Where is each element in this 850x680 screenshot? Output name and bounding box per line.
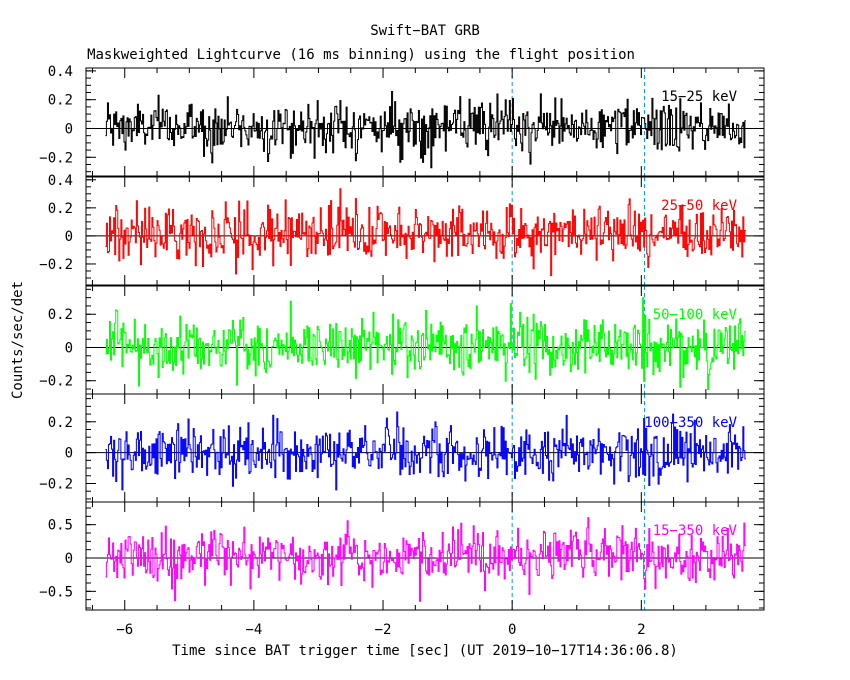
series-line (105, 517, 746, 602)
band-label: 100−350 keV (644, 415, 737, 431)
band-label: 15−350 keV (653, 523, 738, 539)
panel-2: −0.2 0 0.2 0.4 25−50 keV (39, 173, 765, 286)
y-tick-label: −0.2 (39, 374, 73, 390)
x-tick-label: 2 (637, 622, 645, 638)
series-line (105, 91, 746, 169)
panel-1: −0.2 0 0.2 0.4 15−25 keV (39, 64, 765, 177)
series-line (105, 297, 746, 390)
y-tick-label: 0 (65, 446, 73, 462)
y-tick-label: 0 (65, 551, 73, 567)
y-tick-label: 0.4 (48, 64, 73, 80)
band-label: 15−25 keV (661, 89, 737, 105)
y-tick-label: 0.4 (48, 173, 73, 189)
panel-frame (85, 176, 765, 286)
x-tick-label: −2 (375, 622, 392, 638)
y-tick-label: −0.2 (39, 150, 73, 166)
y-tick-label: 0.2 (48, 307, 73, 323)
y-tick-label: 0.2 (48, 201, 73, 217)
y-tick-label: −0.2 (39, 476, 73, 492)
x-tick-label: −4 (245, 622, 262, 638)
x-tick-label: 0 (508, 622, 516, 638)
y-tick-label: 0.5 (48, 518, 73, 534)
y-tick-label: −0.5 (39, 584, 73, 600)
chart-title: Swift−BAT GRB (370, 23, 480, 39)
panel-frame (85, 67, 765, 177)
panel-frame (85, 501, 765, 611)
y-tick-label: 0.2 (48, 415, 73, 431)
band-label: 25−50 keV (661, 198, 737, 214)
y-tick-label: 0 (65, 340, 73, 356)
panel-5: −0.5 0 0.5 15−350 keV (39, 501, 765, 611)
panels-group: −0.2 0 0.2 0.4 15−25 keV −0.2 0 0.2 0.4 25−50 keV… (39, 64, 765, 638)
series-line (105, 411, 746, 491)
panel-3: −0.2 0 0.2 50−100 keV (39, 285, 765, 395)
y-tick-label: −0.2 (39, 257, 73, 273)
x-axis-label: Time since BAT trigger time [sec] (UT 20… (172, 643, 678, 659)
chart-subtitle: Maskweighted Lightcurve (16 ms binning) … (87, 47, 635, 63)
y-tick-label: 0 (65, 229, 73, 245)
series-line (105, 188, 746, 277)
x-tick-label: −6 (116, 622, 133, 638)
band-label: 50−100 keV (653, 307, 738, 323)
y-axis-label: Counts/sec/det (10, 281, 26, 399)
y-tick-label: 0 (65, 121, 73, 137)
y-tick-label: 0.2 (48, 93, 73, 109)
